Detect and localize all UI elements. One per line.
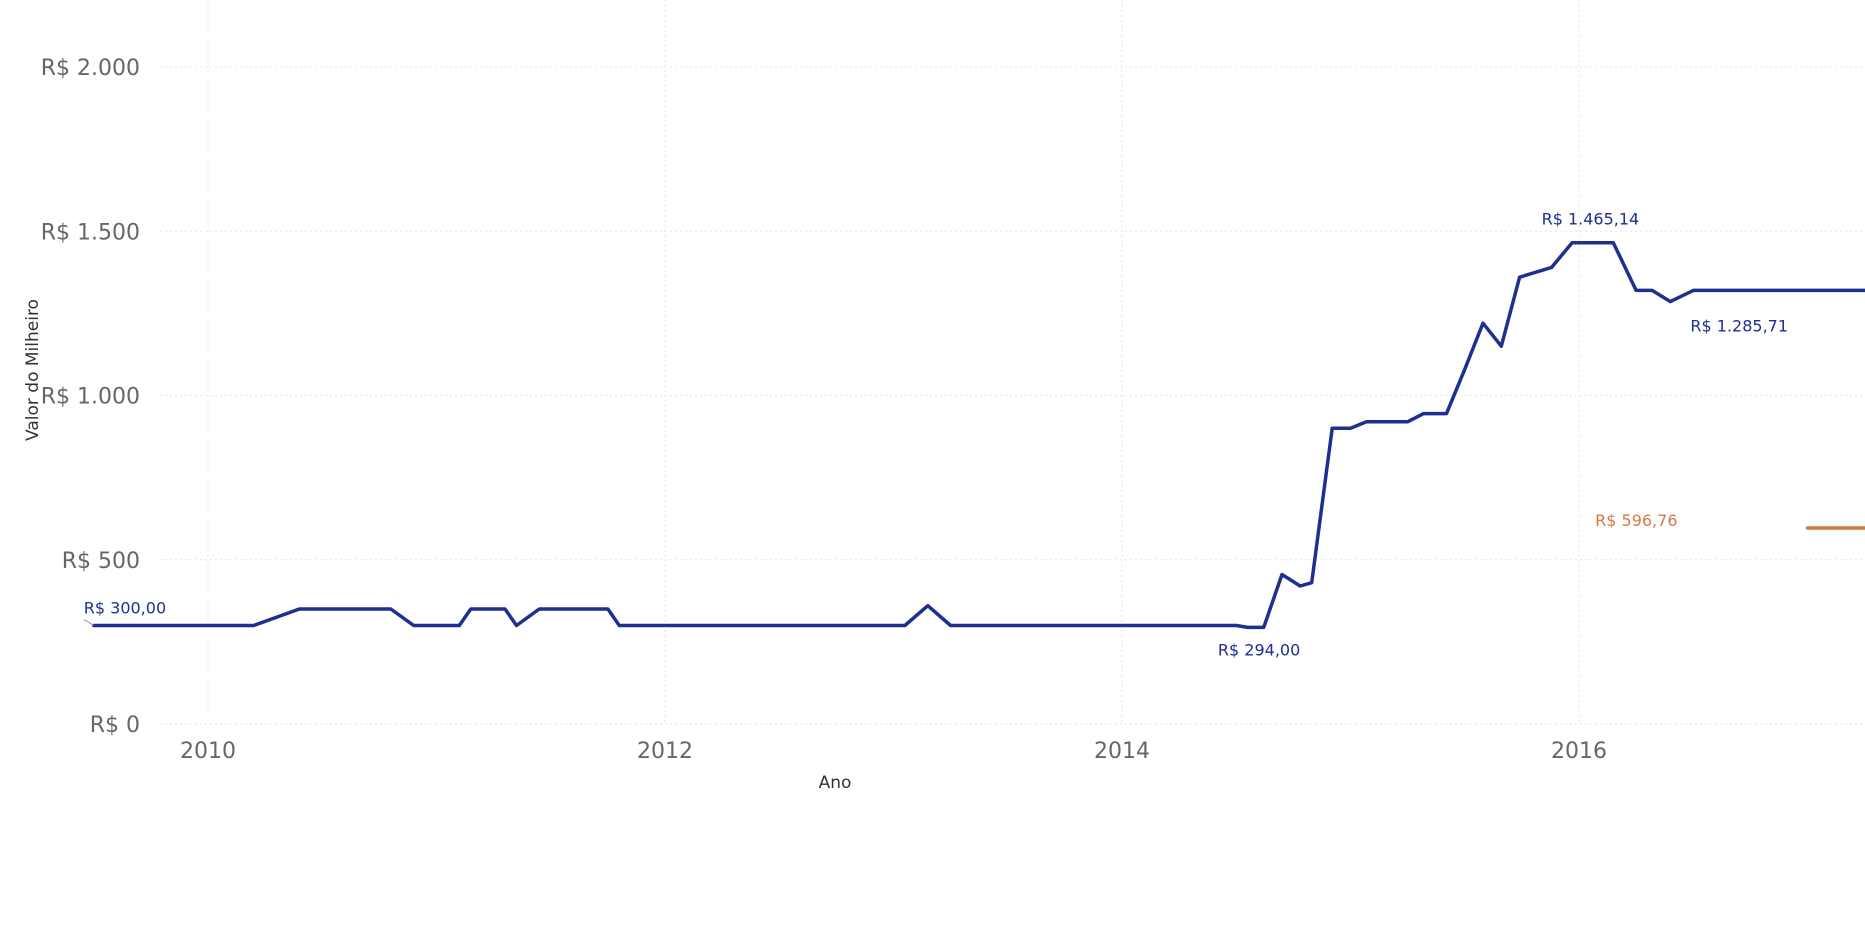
series-line-1	[1805, 526, 1865, 530]
data-label: R$ 1.285,71	[1690, 317, 1788, 336]
axis-ticks: R$ 0 R$ 500 R$ 1.000 R$ 1.500 R$ 2.000 2010 20…	[41, 56, 1607, 764]
data-label: R$ 596,76	[1595, 511, 1677, 530]
data-labels: R$ 300,00 R$ 294,00 R$ 1.465,14 R$ 1.285,71…	[83, 210, 1788, 659]
data-label: R$ 294,00	[1218, 640, 1300, 659]
x-tick-label: 2012	[637, 739, 693, 764]
y-tick-label: R$ 500	[62, 549, 140, 574]
x-tick-label: 2014	[1094, 739, 1150, 764]
y-tick-label: R$ 2.000	[41, 56, 140, 81]
x-tick-label: 2010	[180, 739, 236, 764]
x-axis-title: Ano	[819, 773, 852, 793]
y-axis-title: Valor do Milheiro	[23, 299, 43, 441]
label-leader-line	[83, 619, 95, 626]
x-tick-label: 2016	[1551, 739, 1607, 764]
y-tick-label: R$ 1.000	[41, 385, 140, 410]
series-line-0	[92, 240, 1865, 630]
data-label: R$ 1.465,14	[1542, 210, 1640, 229]
y-tick-label: R$ 0	[90, 713, 140, 738]
gridlines	[160, 0, 1865, 725]
data-label: R$ 300,00	[84, 598, 166, 617]
y-tick-label: R$ 1.500	[41, 220, 140, 245]
series-layer	[92, 240, 1865, 630]
